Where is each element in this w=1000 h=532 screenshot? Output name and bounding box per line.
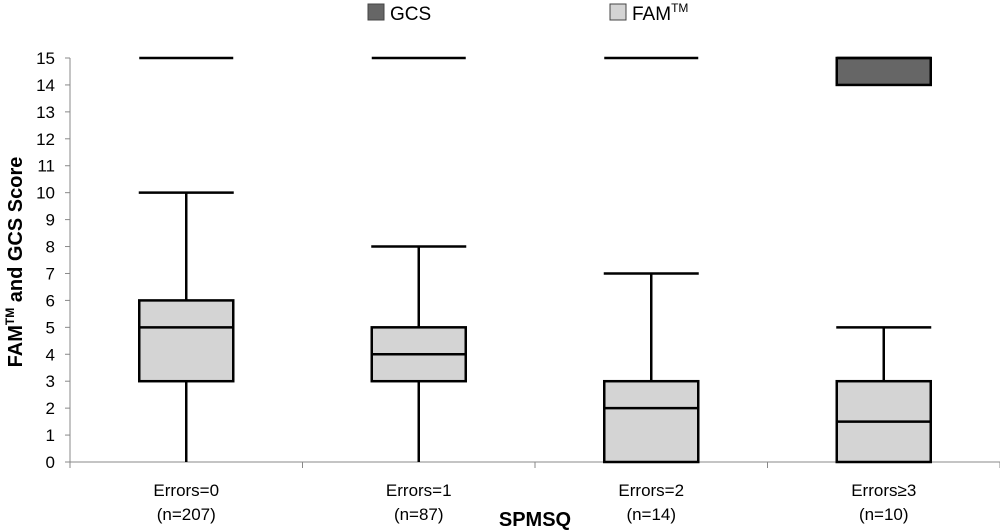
legend-label: FAMTM [632, 1, 688, 25]
x-category-count-label: (n=10) [859, 505, 909, 524]
x-category-label: Errors=1 [386, 481, 452, 500]
y-tick-label: 11 [37, 157, 55, 176]
y-tick-label: 6 [46, 291, 55, 310]
y-tick-label: 3 [46, 372, 55, 391]
y-tick-label: 7 [46, 264, 55, 283]
box-body [603, 379, 700, 464]
x-category-label: Errors=0 [153, 481, 219, 500]
legend-swatch [609, 3, 627, 21]
box-fam-4 [835, 326, 932, 464]
legend: GCS FAMTM [367, 1, 688, 25]
legend-swatch [367, 3, 385, 21]
x-axis-title: SPMSQ [499, 509, 571, 531]
y-tick-label: 1 [46, 426, 55, 445]
y-tick-label: 10 [36, 184, 55, 203]
y-tick-label: 13 [36, 103, 55, 122]
y-axis-title: FAMTM and GCS Score [3, 157, 27, 368]
box-fam-1 [138, 191, 235, 462]
box-fam-2 [370, 245, 467, 462]
box-body [138, 299, 235, 383]
y-tick-label: 4 [46, 345, 55, 364]
x-category-count-label: (n=87) [394, 505, 444, 524]
y-tick-label: 15 [36, 49, 55, 68]
y-tick-label: 9 [46, 211, 55, 230]
x-category-count-label: (n=207) [157, 505, 216, 524]
x-category-label: Errors=2 [618, 481, 684, 500]
y-tick-label: 5 [46, 318, 55, 337]
legend-label: GCS [390, 4, 431, 25]
x-category-count-label: (n=14) [626, 505, 676, 524]
y-tick-label: 2 [46, 399, 55, 418]
y-tick-label: 0 [46, 453, 55, 472]
y-tick-label: 14 [36, 76, 55, 95]
box-gcs-4 [835, 56, 932, 87]
box-body [835, 56, 932, 87]
box-fam-3 [603, 272, 700, 464]
x-axis: Errors=0 (n=207) Errors=1 (n=87) Errors=2 (n=… [69, 461, 1000, 524]
y-tick-label: 12 [36, 130, 55, 149]
plot-area [138, 56, 932, 464]
legend-item-fam: FAMTM [609, 1, 688, 25]
x-category-label: Errors≥3 [851, 481, 916, 500]
legend-item-gcs: GCS [367, 3, 431, 25]
y-tick-label: 8 [46, 238, 55, 257]
